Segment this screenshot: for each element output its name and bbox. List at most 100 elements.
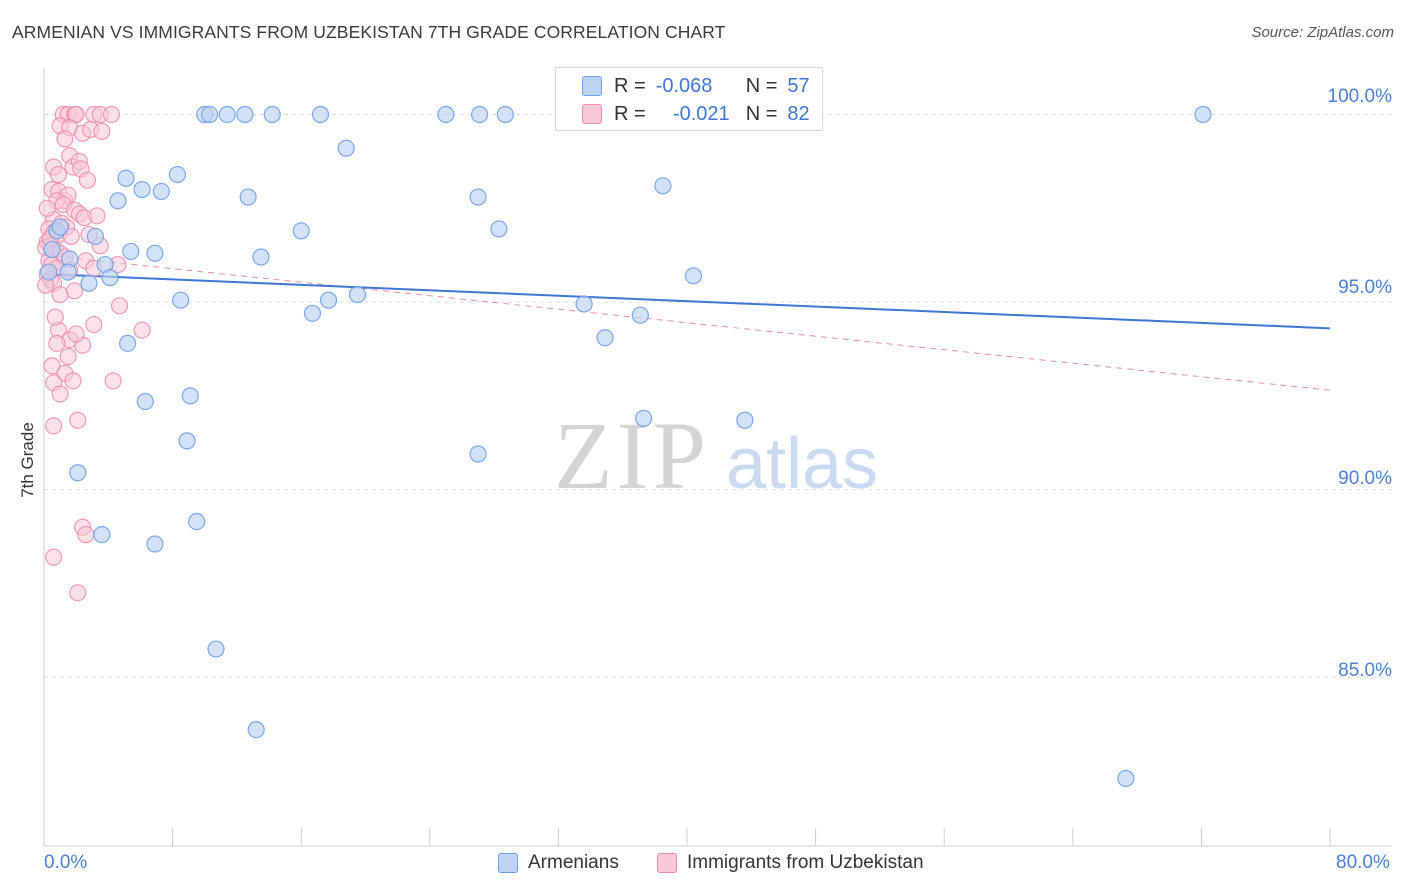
data-point-armenians xyxy=(40,263,58,281)
data-point-armenians xyxy=(319,291,338,309)
data-point-armenians xyxy=(469,445,487,463)
data-point-armenians xyxy=(1194,105,1212,124)
legend-n-value: 82 xyxy=(787,102,810,125)
data-point-uzbekistan xyxy=(93,122,111,140)
data-point-uzbekistan xyxy=(56,130,74,148)
data-point-armenians xyxy=(469,188,487,206)
watermark: ZIP atlas xyxy=(554,402,878,509)
data-point-armenians xyxy=(263,105,281,124)
watermark-zip: ZIP xyxy=(554,402,710,509)
data-point-uzbekistan xyxy=(67,325,85,343)
y-tick-label: 85.0% xyxy=(1338,660,1392,681)
legend-n-value: 57 xyxy=(787,74,810,97)
legend-row-armenians: R = -0.068 N = 57 xyxy=(556,72,810,100)
data-point-uzbekistan xyxy=(88,207,106,225)
data-point-armenians xyxy=(133,180,151,199)
data-point-uzbekistan xyxy=(45,417,63,435)
bottom-legend-swatch-uzbekistan xyxy=(657,853,677,873)
y-tick-label: 90.0% xyxy=(1338,468,1392,489)
y-axis-label: 7th Grade xyxy=(18,422,37,498)
data-point-armenians xyxy=(200,105,219,124)
data-point-armenians xyxy=(684,267,703,285)
data-point-uzbekistan xyxy=(78,171,97,189)
data-point-armenians xyxy=(43,240,61,259)
bottom-legend-label-armenians: Armenians xyxy=(528,852,619,873)
data-point-armenians xyxy=(93,526,111,544)
data-point-uzbekistan xyxy=(65,282,84,300)
data-point-armenians xyxy=(631,306,649,324)
y-tick-label: 100.0% xyxy=(1327,86,1392,107)
data-point-armenians xyxy=(152,182,170,201)
data-point-armenians xyxy=(59,263,77,281)
bottom-legend-uzbekistan: Immigrants from Uzbekistan xyxy=(657,852,924,874)
data-point-uzbekistan xyxy=(46,308,64,326)
data-point-uzbekistan xyxy=(64,372,82,390)
data-point-uzbekistan xyxy=(69,411,87,429)
data-point-armenians xyxy=(172,291,190,309)
legend-row-uzbekistan: R = -0.021 N = 82 xyxy=(556,100,810,128)
legend-r-label: R = xyxy=(614,102,646,125)
x-tick-label-min: 0.0% xyxy=(44,852,88,873)
data-point-armenians xyxy=(122,242,140,261)
legend-n-label: N = xyxy=(745,102,778,125)
data-point-uzbekistan xyxy=(110,297,129,315)
data-point-armenians xyxy=(146,244,164,262)
legend-n-label: N = xyxy=(745,74,778,97)
data-point-armenians xyxy=(736,411,754,429)
legend-r-label: R = xyxy=(614,74,646,97)
data-point-armenians xyxy=(236,105,254,124)
legend-swatch-armenians xyxy=(582,76,602,96)
data-point-uzbekistan xyxy=(133,321,151,339)
data-point-armenians xyxy=(437,105,455,124)
data-point-uzbekistan xyxy=(59,347,77,366)
data-point-armenians xyxy=(207,640,225,658)
data-point-armenians xyxy=(178,432,196,450)
data-point-uzbekistan xyxy=(43,357,61,375)
data-point-armenians xyxy=(109,192,127,210)
data-point-armenians xyxy=(252,248,270,266)
data-point-uzbekistan xyxy=(104,372,122,390)
data-point-armenians xyxy=(146,535,164,553)
data-point-armenians xyxy=(311,105,330,124)
x-tick-label-max: 80.0% xyxy=(1336,852,1390,873)
data-point-uzbekistan xyxy=(85,315,103,334)
bottom-legend-swatch-armenians xyxy=(498,853,518,873)
data-point-armenians xyxy=(239,188,257,206)
data-point-armenians xyxy=(337,139,355,157)
data-point-armenians xyxy=(575,295,593,313)
data-point-armenians xyxy=(80,274,98,292)
correlation-legend: R = -0.068 N = 57 R = -0.021 N = 82 xyxy=(555,67,823,131)
data-point-armenians xyxy=(218,105,236,124)
data-point-armenians xyxy=(292,222,310,240)
data-point-armenians xyxy=(471,105,489,124)
data-point-armenians xyxy=(181,387,199,405)
data-point-armenians xyxy=(86,227,105,246)
data-point-armenians xyxy=(303,304,322,322)
data-point-armenians xyxy=(136,392,154,411)
data-point-uzbekistan xyxy=(51,385,69,403)
data-point-armenians xyxy=(348,285,367,304)
data-point-uzbekistan xyxy=(69,584,87,602)
data-point-uzbekistan xyxy=(38,199,56,217)
data-point-armenians xyxy=(654,177,672,195)
data-point-armenians xyxy=(247,721,265,739)
data-point-armenians xyxy=(101,269,119,287)
data-point-armenians xyxy=(69,464,87,482)
watermark-atlas: atlas xyxy=(726,424,878,504)
data-point-armenians xyxy=(51,218,69,236)
chart-title: ARMENIAN VS IMMIGRANTS FROM UZBEKISTAN 7… xyxy=(12,22,726,42)
data-point-uzbekistan xyxy=(77,526,95,544)
series-armenians-points xyxy=(40,105,1212,788)
data-point-uzbekistan xyxy=(102,105,121,124)
legend-swatch-uzbekistan xyxy=(582,104,602,124)
legend-r-value: -0.068 xyxy=(655,74,713,97)
y-tick-label: 95.0% xyxy=(1338,277,1392,298)
data-point-armenians xyxy=(634,409,653,427)
data-point-armenians xyxy=(188,512,206,531)
data-point-armenians xyxy=(1117,769,1135,788)
data-point-armenians xyxy=(496,105,514,124)
data-point-uzbekistan xyxy=(49,165,68,184)
data-point-armenians xyxy=(490,220,508,238)
data-point-armenians xyxy=(118,334,137,352)
